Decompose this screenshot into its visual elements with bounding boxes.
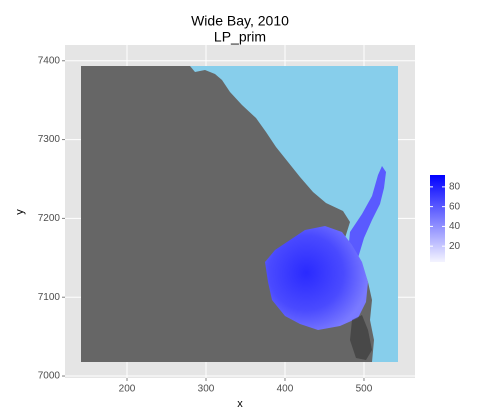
chart-title: Wide Bay, 2010 xyxy=(191,13,289,29)
colorbar-label: 80 xyxy=(449,182,461,193)
colorbar-label: 60 xyxy=(449,201,461,212)
urban-cluster xyxy=(350,315,372,360)
colorbar-label: 20 xyxy=(449,241,461,252)
y-axis-title: y xyxy=(14,209,26,215)
y-tick-label: 7200 xyxy=(38,213,61,224)
x-tick-label: 200 xyxy=(119,384,136,395)
heat-region xyxy=(265,226,368,330)
x-tick-label: 500 xyxy=(356,384,373,395)
map xyxy=(81,66,398,362)
x-tick-label: 400 xyxy=(277,384,294,395)
colorbar-label: 40 xyxy=(449,221,461,232)
chart-subtitle: LP_prim xyxy=(214,29,266,45)
colorbar xyxy=(430,175,445,262)
x-tick-label: 300 xyxy=(198,384,215,395)
y-tick-label: 7100 xyxy=(38,292,61,303)
y-tick-label: 7400 xyxy=(38,55,61,66)
x-axis-title: x xyxy=(237,398,243,410)
island xyxy=(348,166,386,268)
y-tick-label: 7000 xyxy=(38,371,61,382)
y-tick-label: 7300 xyxy=(38,134,61,145)
